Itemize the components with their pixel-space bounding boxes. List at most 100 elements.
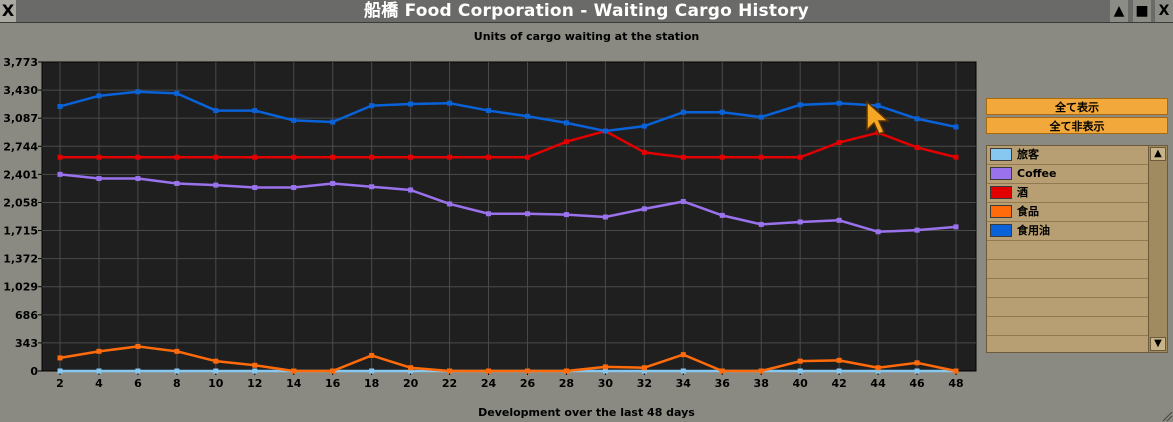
x-tick-label: 48 [948, 377, 963, 390]
data-point [369, 352, 375, 358]
data-point [213, 368, 219, 374]
scroll-up-icon[interactable]: ▲ [1150, 147, 1166, 161]
x-tick-label: 36 [715, 377, 731, 390]
data-point [563, 368, 569, 374]
sticky-button[interactable]: ■ [1132, 0, 1151, 22]
plot-area [41, 61, 977, 372]
y-tick-label: 1,029 [3, 281, 38, 294]
data-point [875, 103, 881, 109]
data-point [719, 212, 725, 218]
data-point [914, 360, 920, 366]
data-point [953, 124, 959, 130]
data-point [57, 103, 63, 109]
data-point [875, 365, 881, 371]
x-tick-label: 32 [637, 377, 652, 390]
data-point [953, 224, 959, 230]
legend-item-food[interactable]: 食品 [987, 203, 1149, 221]
data-point [602, 214, 608, 220]
series-line [60, 129, 957, 159]
data-point [563, 139, 569, 145]
data-point [486, 211, 492, 217]
x-tick-label: 10 [208, 377, 224, 390]
resize-grip-icon[interactable] [1161, 410, 1173, 422]
legend-item-cooking-oil[interactable]: 食用油 [987, 222, 1149, 240]
data-point [330, 119, 336, 125]
scroll-down-icon[interactable]: ▼ [1150, 337, 1166, 351]
data-point [408, 154, 414, 160]
legend-item-passengers[interactable]: 旅客 [987, 146, 1149, 164]
x-tick-label: 40 [793, 377, 809, 390]
x-tick-label: 42 [831, 377, 846, 390]
data-point [135, 176, 141, 182]
data-point [875, 229, 881, 235]
legend-item-coffee[interactable]: Coffee [987, 165, 1149, 183]
data-point [330, 180, 336, 186]
data-point [836, 217, 842, 223]
data-point [486, 108, 492, 114]
data-point [291, 185, 297, 191]
legend-swatch [990, 224, 1012, 237]
data-point [914, 227, 920, 233]
show-all-button[interactable]: 全て表示 [986, 98, 1168, 115]
legend-label: 酒 [1017, 186, 1028, 199]
data-point [719, 109, 725, 115]
data-point [135, 368, 141, 374]
y-tick-label: 0 [30, 365, 38, 378]
mouse-cursor-icon [866, 100, 890, 135]
data-point [836, 100, 842, 106]
data-point [369, 368, 375, 374]
legend-swatch [990, 186, 1012, 199]
data-point [914, 368, 920, 374]
x-tick-label: 2 [56, 377, 64, 390]
y-tick-label: 1,372 [3, 253, 38, 266]
x-tick-label: 30 [598, 377, 614, 390]
close-button-right[interactable]: X [1154, 0, 1173, 22]
title-bar[interactable]: X 船橋 Food Corporation - Waiting Cargo Hi… [0, 0, 1173, 23]
data-point [213, 154, 219, 160]
data-point [369, 103, 375, 109]
data-point [96, 93, 102, 99]
data-point [96, 154, 102, 160]
data-point [252, 108, 258, 114]
y-tick-label: 2,058 [3, 196, 38, 209]
data-point [953, 154, 959, 160]
data-point [914, 144, 920, 150]
data-point [797, 358, 803, 364]
y-tick-label: 3,773 [3, 56, 38, 69]
cargo-legend: 旅客 Coffee 酒 食品 食用油 ▲ ▼ [986, 145, 1168, 353]
legend-scrollbar[interactable]: ▲ ▼ [1148, 146, 1167, 352]
data-point [486, 154, 492, 160]
data-point [291, 154, 297, 160]
data-point [174, 368, 180, 374]
data-point [213, 108, 219, 114]
x-axis-caption: Development over the last 48 days [478, 406, 695, 419]
data-point [953, 368, 959, 374]
legend-label: Coffee [1017, 167, 1057, 180]
legend-item-alcohol[interactable]: 酒 [987, 184, 1149, 202]
x-tick-label: 38 [754, 377, 769, 390]
data-point [252, 185, 258, 191]
collapse-button[interactable]: ▲ [1109, 0, 1128, 22]
data-point [213, 182, 219, 188]
x-tick-label: 34 [676, 377, 692, 390]
data-point [641, 123, 647, 129]
close-button[interactable]: X [0, 0, 16, 22]
hide-all-button[interactable]: 全て非表示 [986, 117, 1168, 134]
data-point [680, 154, 686, 160]
data-point [524, 154, 530, 160]
x-tick-label: 26 [520, 377, 536, 390]
data-point [447, 100, 453, 106]
data-point [213, 358, 219, 364]
data-point [914, 116, 920, 122]
legend-swatch [990, 167, 1012, 180]
data-point [408, 101, 414, 107]
data-point [291, 368, 297, 374]
data-point [135, 89, 141, 95]
data-point [369, 184, 375, 190]
y-tick-label: 1,715 [3, 225, 38, 238]
data-point [797, 219, 803, 225]
x-tick-label: 24 [481, 377, 497, 390]
data-point [174, 90, 180, 96]
data-point [135, 343, 141, 349]
